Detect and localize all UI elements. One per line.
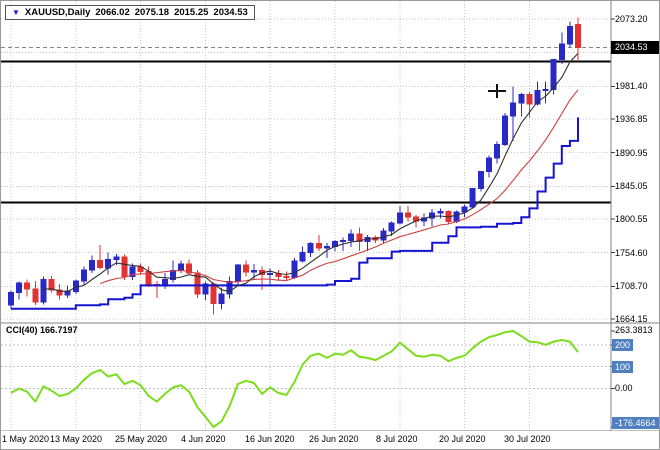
price-axis-label: 1754.60: [615, 248, 648, 258]
current-price-badge: 2034.53: [611, 41, 659, 54]
cci-scale-min-badge: -176.4664: [612, 417, 659, 429]
price-axis-label: 1890.95: [615, 148, 648, 158]
time-axis-label: 30 Jul 2020: [504, 434, 551, 444]
time-axis-label: 25 May 2020: [115, 434, 168, 444]
fast-ma-line: [43, 53, 579, 293]
price-axis-label: 2073.20: [615, 14, 648, 24]
cci-line: [10, 330, 579, 428]
symbol-dropdown-icon[interactable]: ▼: [12, 8, 20, 17]
price-axis-label: 1708.70: [615, 281, 648, 291]
indicator-label: CCI(40) 166.7197: [6, 325, 78, 335]
time-axis-label: 1 May 2020: [2, 434, 50, 444]
price-axis-label: 1800.55: [615, 214, 648, 224]
close-value: 2034.53: [213, 7, 248, 18]
time-axis-label: 26 Jun 2020: [309, 434, 359, 444]
step-trail-line: [11, 117, 579, 310]
cci-level-zero: 0.00: [615, 383, 633, 393]
chart-title: ▼ XAUUSD,Daily 2066.02 2075.18 2015.25 2…: [5, 5, 255, 20]
symbol-period-label: XAUUSD,Daily: [24, 7, 91, 18]
price-axis-label: 1664.15: [615, 314, 648, 324]
price-axis-label: 1936.85: [615, 114, 648, 124]
time-axis[interactable]: 1 May 2020 13 May 2020 25 May 2020 4 Jun…: [1, 431, 659, 449]
time-axis-label: 20 Jul 2020: [439, 434, 486, 444]
open-value: 2066.02: [95, 7, 130, 18]
cci-level-badge-200: 200: [612, 339, 634, 351]
cci-scale-max: 263.3813: [615, 325, 653, 335]
candlesticks: [8, 17, 581, 315]
time-axis-label: 4 Jun 2020: [181, 434, 226, 444]
time-axis-label: 8 Jul 2020: [376, 434, 418, 444]
time-axis-label: 16 Jun 2020: [245, 434, 295, 444]
high-value: 2075.18: [134, 7, 170, 18]
price-axis-label: 1981.40: [615, 81, 648, 91]
low-value: 2015.25: [174, 7, 209, 18]
time-axis-label: 13 May 2020: [50, 434, 103, 444]
price-axis[interactable]: 2073.20 1981.40 1936.85 1890.95 1845.05 …: [611, 1, 659, 431]
price-axis-label: 1845.05: [615, 181, 648, 191]
horizontal-lines: [1, 46, 611, 204]
cci-level-badge-100: 100: [612, 361, 634, 373]
grid-lines: [1, 1, 611, 431]
cross-marker: [488, 84, 506, 98]
slow-ma-line: [99, 89, 579, 285]
